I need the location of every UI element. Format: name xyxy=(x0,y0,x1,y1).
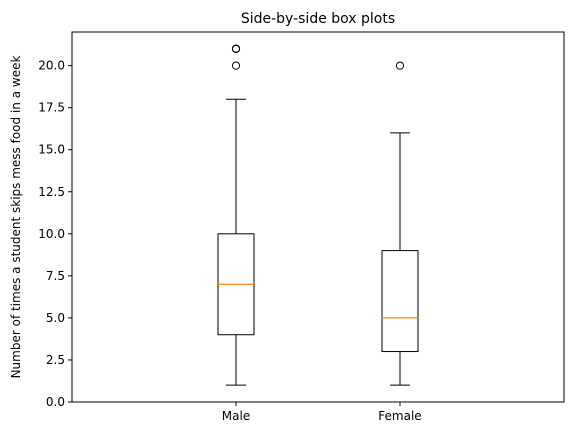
y-tick-label: 10.0 xyxy=(38,227,65,241)
y-tick-label: 7.5 xyxy=(46,269,65,283)
chart-title: Side-by-side box plots xyxy=(241,11,395,27)
y-tick-label: 5.0 xyxy=(46,311,65,325)
box-iqr xyxy=(381,250,419,353)
plot-area: 0.0 2.5 5.0 7.5 10.0 12.5 15.0 17.5 20.0 Male Fema… xyxy=(38,44,422,423)
outlier-point xyxy=(231,61,241,70)
y-tick-label: 0.0 xyxy=(46,395,65,409)
outlier-point xyxy=(395,61,405,70)
y-axis-label: Number of times a student skips mess foo… xyxy=(9,56,23,379)
outlier-point xyxy=(231,44,241,53)
axes-frame xyxy=(71,31,565,403)
y-tick-label: 12.5 xyxy=(38,185,65,199)
y-tick-label: 17.5 xyxy=(38,101,65,115)
x-tick-label: Male xyxy=(222,409,250,423)
y-tick-label: 15.0 xyxy=(38,143,65,157)
x-tick-label: Female xyxy=(378,409,421,423)
y-tick-label: 20.0 xyxy=(38,59,65,73)
y-tick-label: 2.5 xyxy=(46,353,65,367)
